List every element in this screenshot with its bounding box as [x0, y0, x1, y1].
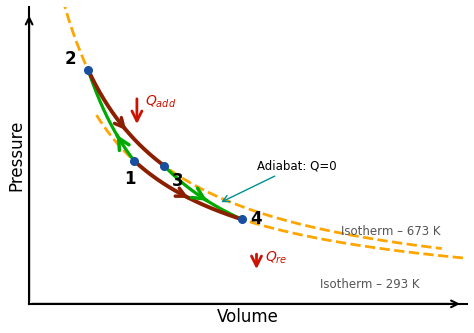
Text: $Q_{re}$: $Q_{re}$	[265, 250, 287, 266]
X-axis label: Volume: Volume	[217, 308, 279, 326]
Text: $Q_{add}$: $Q_{add}$	[146, 94, 177, 110]
Text: 3: 3	[172, 172, 184, 190]
Text: 4: 4	[251, 210, 262, 228]
Text: 1: 1	[124, 170, 136, 188]
Text: 2: 2	[64, 50, 76, 68]
Text: Isotherm – 673 K: Isotherm – 673 K	[341, 225, 440, 238]
Text: Adiabat: Q=0: Adiabat: Q=0	[222, 159, 336, 201]
Text: Isotherm – 293 K: Isotherm – 293 K	[319, 278, 419, 291]
Y-axis label: Pressure: Pressure	[7, 120, 25, 191]
